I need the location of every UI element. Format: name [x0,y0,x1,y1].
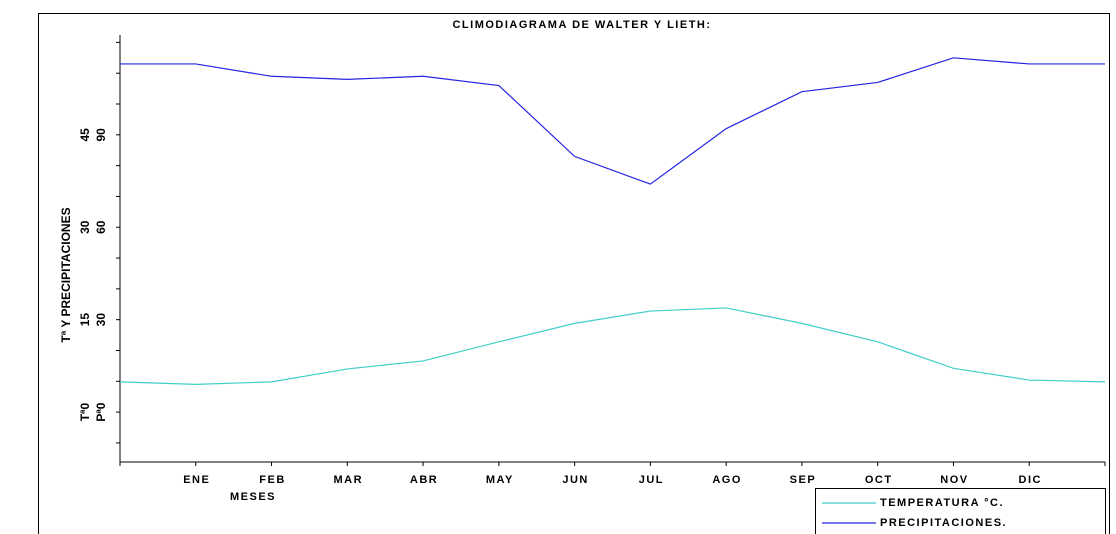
x-tick-label: MAR [334,474,364,486]
legend-label: PRECIPITACIONES. [880,517,1007,529]
chart-title: CLIMODIAGRAMA DE WALTER Y LIETH: [452,19,711,31]
x-tick-label: JUN [562,474,589,486]
series-line [120,57,1105,185]
y-tick-label: 30 [94,313,108,327]
x-tick-label: JUL [639,474,664,486]
y-axis-title: Tª Y PRECIPITACIONES [59,207,73,342]
x-axis-title: MESES [230,491,276,503]
x-tick-label: SEP [790,474,817,486]
x-tick-label: FEB [259,474,286,486]
y-tick-label: 90 [94,128,108,142]
y-tick-label: Pª0 [94,402,108,421]
x-tick-label: NOV [940,474,968,486]
y-tick-label: Tª0 [78,403,92,422]
x-tick-label: AGO [712,474,742,486]
frame [38,13,1110,534]
y-tick-label: 60 [94,220,108,234]
x-tick-label: MAY [486,474,514,486]
x-tick-label: DIC [1019,474,1042,486]
y-tick-label: 30 [78,220,92,234]
x-tick-label: OCT [865,474,893,486]
legend-box [815,488,1106,534]
legend-label: TEMPERATURA °C. [880,497,1004,509]
series-line [119,307,1106,385]
x-tick-label: ABR [410,474,438,486]
y-tick-label: 45 [78,128,92,142]
x-tick-label: ENE [183,474,210,486]
y-tick-label: 15 [78,313,92,327]
